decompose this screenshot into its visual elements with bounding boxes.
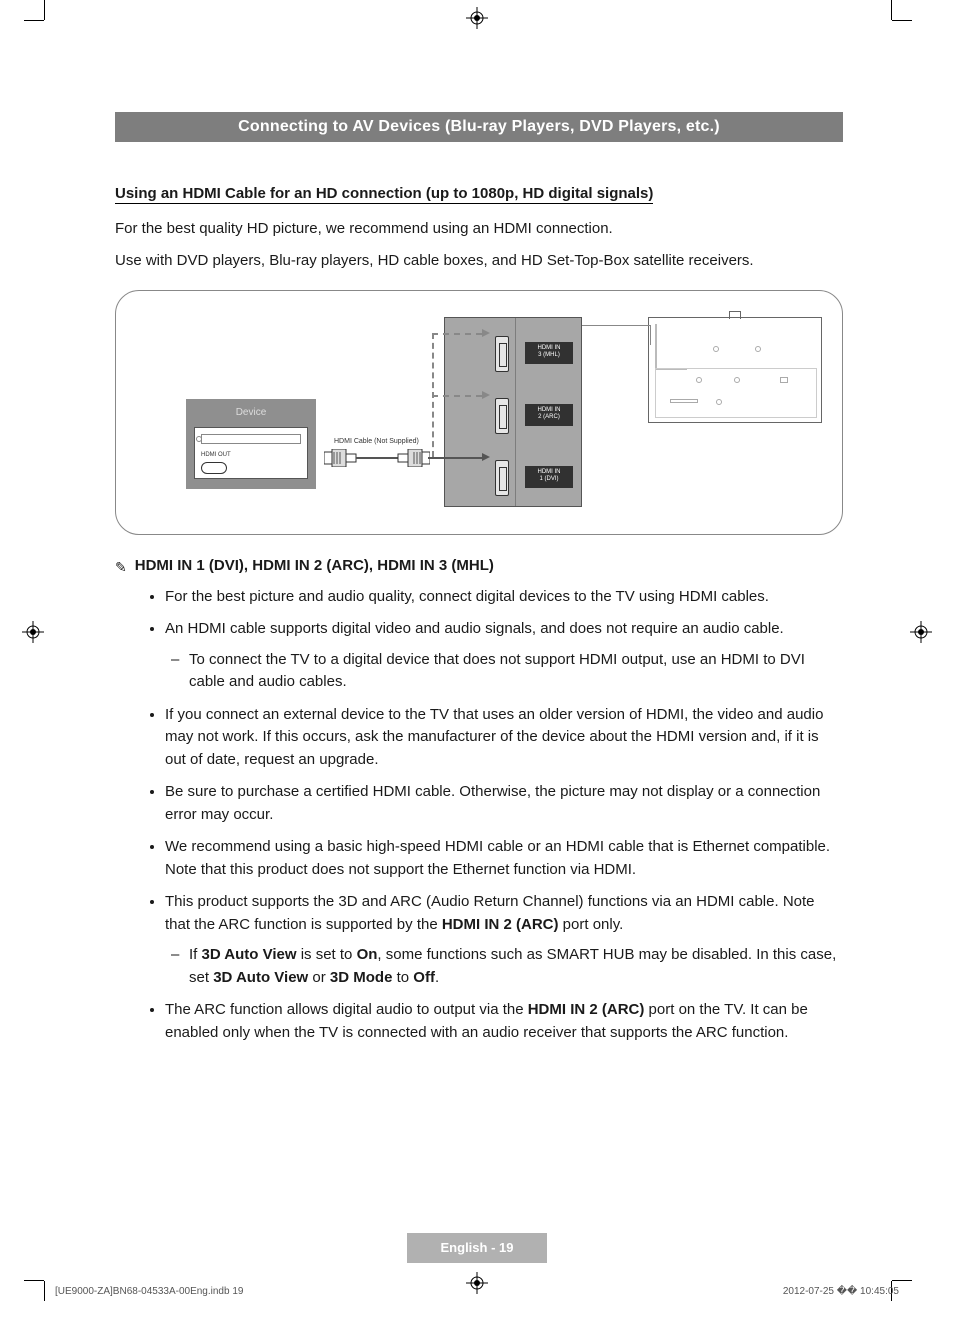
device-port-label: HDMI OUT (201, 452, 231, 458)
bullet-text: For the best picture and audio quality, … (165, 588, 769, 605)
tv-port-icon (696, 377, 702, 383)
crop-mark (892, 20, 912, 21)
cable-line (356, 457, 398, 459)
note-header: ✎ HDMI IN 1 (DVI), HDMI IN 2 (ARC), HDMI… (115, 557, 843, 576)
label-line: HDMI IN (538, 345, 561, 351)
sub-bullet-text: To connect the TV to a digital device th… (189, 651, 805, 691)
label-line: HDMI IN (538, 407, 561, 413)
leader-line (650, 325, 651, 345)
tv-highlight-region (655, 324, 685, 368)
crop-mark (24, 1280, 44, 1281)
intro-paragraph-2: Use with DVD players, Blu-ray players, H… (115, 250, 843, 272)
device-hdmi-out-icon (201, 462, 227, 474)
sub-heading: Using an HDMI Cable for an HD connection… (115, 185, 653, 204)
bullet-item: We recommend using a basic high-speed HD… (165, 836, 843, 881)
bullet-item: Be sure to purchase a certified HDMI cab… (165, 781, 843, 826)
registration-mark-icon (22, 621, 44, 643)
arrow-head-icon (482, 329, 490, 337)
registration-mark-icon (466, 7, 488, 29)
label-line: 1 (DVI) (539, 476, 558, 482)
crop-mark (44, 1281, 45, 1301)
label-line: HDMI IN (538, 469, 561, 475)
footer-timestamp: 2012-07-25 �� 10:45:05 (783, 1286, 899, 1297)
dashed-line (432, 395, 482, 397)
registration-mark-icon (910, 621, 932, 643)
hdmi-port-icon (495, 398, 509, 434)
cable-label: HDMI Cable (Not Supplied) (334, 438, 419, 445)
hdmi-connector-icon (324, 449, 358, 467)
bullet-item: For the best picture and audio quality, … (165, 586, 843, 609)
crop-mark (24, 20, 44, 21)
content-area: Connecting to AV Devices (Blu-ray Player… (115, 112, 843, 1054)
bullet-item: An HDMI cable supports digital video and… (165, 618, 843, 694)
footer-meta: [UE9000-ZA]BN68-04533A-00Eng.indb 19 201… (55, 1286, 899, 1297)
tv-port-icon (670, 399, 698, 403)
device-title: Device (236, 407, 267, 418)
note-title: HDMI IN 1 (DVI), HDMI IN 2 (ARC), HDMI I… (135, 557, 494, 574)
hdmi-port-label-1: HDMI IN 1 (DVI) (525, 466, 573, 488)
sub-bullet-item: If 3D Auto View is set to On, some funct… (189, 944, 843, 989)
sub-bullet-text: If 3D Auto View is set to On, some funct… (189, 946, 836, 986)
tv-port-panel: HDMI IN 3 (MHL) HDMI IN 2 (ARC) HDMI IN … (444, 317, 582, 507)
tv-inner-panel (655, 368, 817, 418)
tv-port-icon (734, 377, 740, 383)
bullet-item: This product supports the 3D and ARC (Au… (165, 891, 843, 989)
note-icon: ✎ (115, 559, 127, 576)
hdmi-connector-icon (396, 449, 430, 467)
bullet-text: If you connect an external device to the… (165, 706, 823, 768)
bullet-text: This product supports the 3D and ARC (Au… (165, 893, 815, 933)
bullet-item: The ARC function allows digital audio to… (165, 999, 843, 1044)
tv-port-icon (713, 346, 719, 352)
tv-port-icon (716, 399, 722, 405)
sub-bullet-list: If 3D Auto View is set to On, some funct… (165, 944, 843, 989)
hdmi-port-icon (495, 460, 509, 496)
crop-mark (891, 0, 892, 20)
source-device: Device HDMI OUT (186, 399, 316, 489)
hdmi-port-label-3: HDMI IN 3 (MHL) (525, 342, 573, 364)
connection-diagram: HDMI IN 3 (MHL) HDMI IN 2 (ARC) HDMI IN … (115, 290, 843, 535)
crop-mark (44, 0, 45, 20)
arrow-head-icon (482, 391, 490, 399)
page-number-badge: English - 19 (407, 1233, 547, 1263)
hdmi-port-label-2: HDMI IN 2 (ARC) (525, 404, 573, 426)
device-disc-tray-icon (201, 434, 301, 444)
tv-port-icon (755, 346, 761, 352)
page: Connecting to AV Devices (Blu-ray Player… (0, 0, 954, 1321)
bullet-text: Be sure to purchase a certified HDMI cab… (165, 783, 820, 823)
crop-mark (892, 1280, 912, 1281)
hdmi-port-icon (495, 336, 509, 372)
sub-bullet-item: To connect the TV to a digital device th… (189, 649, 843, 694)
dashed-line (432, 333, 482, 335)
note-bullet-list: For the best picture and audio quality, … (115, 586, 843, 1045)
bullet-text: An HDMI cable supports digital video and… (165, 620, 784, 637)
leader-line (582, 325, 650, 326)
bullet-item: If you connect an external device to the… (165, 704, 843, 772)
section-banner: Connecting to AV Devices (Blu-ray Player… (115, 112, 843, 142)
footer-file-ref: [UE9000-ZA]BN68-04533A-00Eng.indb 19 (55, 1286, 243, 1297)
bullet-text: The ARC function allows digital audio to… (165, 1001, 808, 1041)
bullet-text: We recommend using a basic high-speed HD… (165, 838, 830, 878)
tv-back-outline (648, 317, 822, 423)
sub-bullet-list: To connect the TV to a digital device th… (165, 649, 843, 694)
device-body: HDMI OUT (194, 427, 308, 479)
tv-port-icon (780, 377, 788, 383)
intro-paragraph-1: For the best quality HD picture, we reco… (115, 218, 843, 240)
arrow-head-icon (482, 453, 490, 461)
label-line: 3 (MHL) (538, 352, 560, 358)
arrow-line (428, 457, 482, 459)
label-line: 2 (ARC) (538, 414, 560, 420)
